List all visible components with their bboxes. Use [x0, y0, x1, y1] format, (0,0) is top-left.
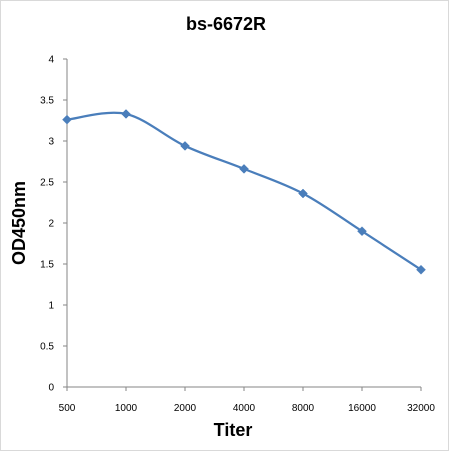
data-point [62, 114, 72, 125]
axes [66, 59, 421, 388]
data-point [180, 141, 190, 151]
y-tick-label: 0 [48, 383, 54, 394]
data-point [416, 264, 426, 275]
data-point [239, 164, 249, 174]
data-point [298, 188, 308, 199]
y-tick-label: 2 [48, 219, 54, 230]
y-tick-label: 2.5 [40, 178, 54, 189]
series-line [66, 111, 422, 271]
chart-title: bs-6672R [186, 14, 266, 34]
x-tick-labels: 500 1000 2000 4000 8000 16000 32000 [59, 387, 435, 414]
x-tick-label: 8000 [292, 403, 315, 414]
y-tick-label: 0.5 [40, 342, 54, 353]
x-tick-label: 4000 [233, 403, 256, 414]
y-tick-label: 3 [48, 137, 54, 148]
series-group [62, 109, 426, 275]
y-tick-label: 4 [48, 55, 54, 66]
x-tick-label: 16000 [348, 403, 376, 414]
x-axis-title: Titer [214, 420, 253, 440]
x-tick-label: 1000 [115, 403, 138, 414]
y-axis-title: OD450nm [9, 181, 29, 265]
y-tick-label: 1.5 [40, 260, 54, 271]
data-point [121, 109, 131, 119]
data-point [357, 226, 367, 237]
x-tick-label: 500 [59, 403, 76, 414]
x-tick-label: 2000 [174, 403, 197, 414]
y-tick-label: 1 [48, 301, 54, 312]
y-tick-labels: 0 0.5 1 1.5 2 2.5 3 3.5 4 [40, 55, 67, 394]
x-tick-label: 32000 [407, 403, 435, 414]
y-tick-label: 3.5 [40, 96, 54, 107]
